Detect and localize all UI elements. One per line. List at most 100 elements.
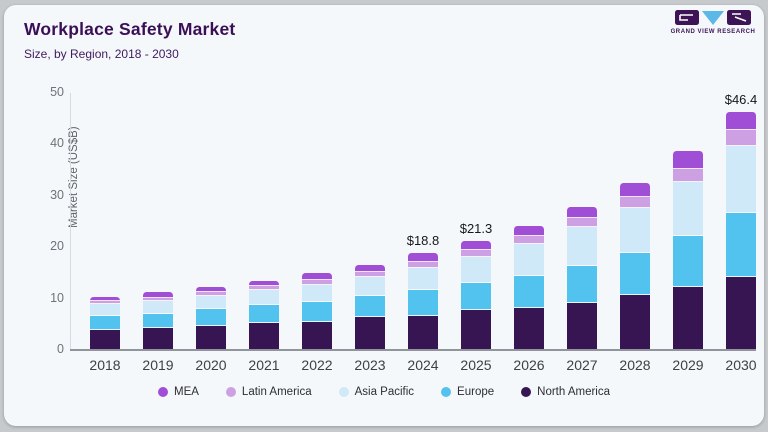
bar-segment-north-america[interactable] [567, 302, 597, 350]
bar-segment-north-america[interactable] [514, 308, 544, 350]
bar-segment-mea[interactable] [461, 240, 491, 250]
bar-segment-north-america[interactable] [90, 329, 120, 350]
bar-segment-asia-pacific[interactable] [514, 244, 544, 276]
bar-segment-europe[interactable] [514, 276, 544, 309]
bar-segment-latin-america[interactable] [355, 271, 385, 278]
bar-segment-mea[interactable] [514, 225, 544, 237]
y-tick-label: 50 [50, 85, 64, 99]
bar-segment-north-america[interactable] [143, 328, 173, 350]
bar-segment-mea[interactable] [726, 111, 756, 131]
legend-label: North America [537, 386, 610, 398]
bar-segment-europe[interactable] [408, 290, 438, 316]
x-axis-line [70, 349, 756, 351]
bar-2022[interactable] [302, 273, 332, 350]
bar-segment-north-america[interactable] [408, 315, 438, 350]
legend-item-north-america[interactable]: North America [521, 386, 610, 398]
bar-segment-mea[interactable] [620, 182, 650, 198]
bar-segment-europe[interactable] [302, 302, 332, 322]
bar-segment-mea[interactable] [196, 286, 226, 292]
bar-segment-mea[interactable] [90, 296, 120, 302]
bar-segment-north-america[interactable] [302, 321, 332, 350]
bar-segment-europe[interactable] [620, 253, 650, 296]
bar-segment-north-america[interactable] [461, 310, 491, 350]
bar-2026[interactable] [514, 225, 544, 350]
bar-segment-mea[interactable] [567, 206, 597, 219]
bar-2021[interactable] [249, 280, 279, 350]
bar-segment-latin-america[interactable] [726, 130, 756, 147]
bar-segment-latin-america[interactable] [461, 249, 491, 257]
bar-segment-asia-pacific[interactable] [249, 290, 279, 306]
bar-segment-latin-america[interactable] [567, 218, 597, 228]
bar-segment-mea[interactable] [302, 273, 332, 281]
bar-segment-latin-america[interactable] [620, 197, 650, 208]
bar-segment-north-america[interactable] [196, 325, 226, 350]
bar-segment-latin-america[interactable] [90, 301, 120, 305]
bar-segment-europe[interactable] [196, 309, 226, 326]
bar-2018[interactable] [90, 296, 120, 350]
bar-segment-north-america[interactable] [673, 286, 703, 350]
bar-segment-north-america[interactable] [726, 276, 756, 350]
bar-segment-north-america[interactable] [355, 317, 385, 350]
legend-label: Asia Pacific [354, 386, 415, 398]
bar-segment-europe[interactable] [726, 213, 756, 277]
bar-segment-europe[interactable] [355, 295, 385, 318]
x-tick-2023: 2023 [354, 357, 386, 373]
bar-2019[interactable] [143, 292, 173, 350]
bar-segment-north-america[interactable] [620, 295, 650, 350]
bar-2025[interactable]: $21.3 [460, 221, 492, 350]
bar-segment-europe[interactable] [673, 235, 703, 287]
bars-container: $18.8 $21.3 $46.4 [90, 92, 757, 350]
bar-segment-mea[interactable] [408, 253, 438, 262]
bar-segment-north-america[interactable] [249, 323, 279, 350]
bar-segment-europe[interactable] [249, 305, 279, 324]
x-tick-2027: 2027 [566, 357, 598, 373]
bar-segment-asia-pacific[interactable] [620, 207, 650, 254]
legend-item-mea[interactable]: MEA [158, 386, 199, 398]
bar-segment-asia-pacific[interactable] [90, 304, 120, 317]
bar-segment-asia-pacific[interactable] [408, 267, 438, 291]
bar-2024[interactable]: $18.8 [407, 233, 439, 350]
legend-label: Latin America [241, 386, 312, 398]
bar-2027[interactable] [567, 206, 597, 350]
bar-segment-asia-pacific[interactable] [461, 257, 491, 283]
plot-area: Market Size (US$B) $18.8 $21.3 $46.4 0 10 20… [50, 85, 757, 356]
bar-segment-asia-pacific[interactable] [143, 300, 173, 314]
bar-segment-europe[interactable] [143, 313, 173, 329]
bar-segment-asia-pacific[interactable] [196, 295, 226, 310]
bar-segment-mea[interactable] [355, 264, 385, 272]
legend-item-asia-pacific[interactable]: Asia Pacific [338, 386, 415, 398]
bar-segment-latin-america[interactable] [196, 291, 226, 296]
bar-segment-latin-america[interactable] [249, 286, 279, 291]
bar-segment-asia-pacific[interactable] [726, 146, 756, 214]
bar-segment-asia-pacific[interactable] [355, 277, 385, 296]
bar-segment-europe[interactable] [567, 266, 597, 303]
bar-segment-asia-pacific[interactable] [673, 181, 703, 236]
bar-2020[interactable] [196, 286, 226, 350]
page-subtitle: Size, by Region, 2018 - 2030 [24, 47, 179, 61]
y-tick-label: 40 [50, 136, 64, 151]
bar-segment-latin-america[interactable] [673, 169, 703, 182]
legend-item-europe[interactable]: Europe [441, 386, 494, 398]
bar-segment-latin-america[interactable] [143, 297, 173, 301]
bar-segment-latin-america[interactable] [302, 280, 332, 286]
bar-2023[interactable] [355, 264, 385, 350]
legend-item-latin-america[interactable]: Latin America [225, 386, 312, 398]
bar-2029[interactable] [673, 151, 703, 350]
bar-segment-europe[interactable] [90, 316, 120, 330]
bar-segment-mea[interactable] [673, 151, 703, 170]
bar-segment-europe[interactable] [461, 282, 491, 311]
bar-2030[interactable]: $46.4 [725, 92, 757, 350]
bar-segment-asia-pacific[interactable] [302, 285, 332, 303]
y-axis-line [70, 93, 71, 350]
bar-segment-asia-pacific[interactable] [567, 227, 597, 267]
bar-2028[interactable] [620, 182, 650, 350]
legend-dot-icon [441, 387, 452, 397]
bar-segment-latin-america[interactable] [514, 236, 544, 245]
bar-segment-latin-america[interactable] [408, 261, 438, 268]
bar-segment-mea[interactable] [249, 280, 279, 287]
chart-card: Workplace Safety Market Size, by Region,… [4, 5, 764, 426]
x-tick-2025: 2025 [460, 357, 492, 373]
bar-segment-mea[interactable] [143, 292, 173, 298]
legend-label: Europe [457, 386, 495, 398]
bar-value-label: $21.3 [459, 220, 493, 236]
